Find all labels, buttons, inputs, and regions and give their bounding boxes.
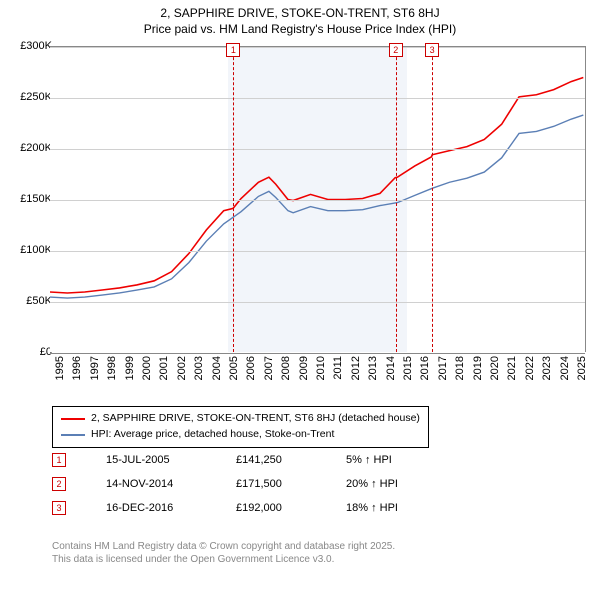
x-tick-label: 2011 (332, 356, 344, 380)
footer-line2: This data is licensed under the Open Gov… (52, 553, 395, 566)
event-delta: 5% ↑ HPI (346, 454, 466, 466)
x-tick-label: 2010 (315, 356, 327, 380)
marker-badge: 1 (226, 43, 240, 57)
event-row: 3 16-DEC-2016£192,00018% ↑ HPI (52, 496, 466, 520)
footer-attribution: Contains HM Land Registry data © Crown c… (52, 540, 395, 566)
legend: 2, SAPPHIRE DRIVE, STOKE-ON-TRENT, ST6 8… (52, 406, 429, 448)
y-tick-label: £50K (26, 295, 52, 307)
x-tick-label: 2020 (489, 356, 501, 380)
event-badge: 3 (52, 501, 66, 515)
x-tick-label: 2014 (385, 356, 397, 380)
x-tick-label: 2012 (350, 356, 362, 380)
x-tick-label: 2001 (158, 356, 170, 380)
legend-swatch-hpi (61, 434, 85, 436)
legend-label-subject: 2, SAPPHIRE DRIVE, STOKE-ON-TRENT, ST6 8… (91, 411, 420, 427)
x-tick-label: 2016 (419, 356, 431, 380)
y-tick-label: £150K (20, 193, 52, 205)
marker-badge: 2 (389, 43, 403, 57)
x-tick-label: 2023 (541, 356, 553, 380)
event-price: £171,500 (236, 478, 346, 490)
marker-line (233, 47, 234, 352)
y-tick-label: £250K (20, 91, 52, 103)
x-tick-label: 2009 (298, 356, 310, 380)
x-tick-label: 2000 (141, 356, 153, 380)
event-price: £141,250 (236, 454, 346, 466)
x-tick-label: 2004 (211, 356, 223, 380)
x-tick-label: 2003 (193, 356, 205, 380)
x-tick-label: 2024 (559, 356, 571, 380)
legend-label-hpi: HPI: Average price, detached house, Stok… (91, 427, 334, 443)
events-table: 1 15-JUL-2005£141,2505% ↑ HPI 2 14-NOV-2014… (52, 448, 466, 520)
chart-area: £0£50K£100K£150K£200K£250K£300K 123 1995… (8, 42, 592, 402)
x-tick-label: 1995 (54, 356, 66, 380)
event-row: 1 15-JUL-2005£141,2505% ↑ HPI (52, 448, 466, 472)
x-tick-label: 2002 (176, 356, 188, 380)
gridline (50, 200, 585, 201)
y-tick-label: £100K (20, 244, 52, 256)
title-address: 2, SAPPHIRE DRIVE, STOKE-ON-TRENT, ST6 8… (0, 6, 600, 22)
event-badge: 1 (52, 453, 66, 467)
marker-line (432, 47, 433, 352)
gridline (50, 353, 585, 354)
marker-line (396, 47, 397, 352)
subject-line (50, 78, 583, 293)
legend-row-hpi: HPI: Average price, detached house, Stok… (61, 427, 420, 443)
event-date: 16-DEC-2016 (106, 502, 236, 514)
marker-badge: 3 (425, 43, 439, 57)
hpi-line (50, 115, 583, 298)
y-tick-label: £300K (20, 40, 52, 52)
x-tick-label: 1996 (71, 356, 83, 380)
event-date: 15-JUL-2005 (106, 454, 236, 466)
event-delta: 20% ↑ HPI (346, 478, 466, 490)
x-tick-label: 2022 (524, 356, 536, 380)
title-block: 2, SAPPHIRE DRIVE, STOKE-ON-TRENT, ST6 8… (0, 0, 600, 37)
event-price: £192,000 (236, 502, 346, 514)
gridline (50, 149, 585, 150)
x-tick-label: 2018 (454, 356, 466, 380)
x-tick-label: 2005 (228, 356, 240, 380)
x-tick-label: 2017 (437, 356, 449, 380)
x-tick-label: 2007 (263, 356, 275, 380)
title-subtitle: Price paid vs. HM Land Registry's House … (0, 22, 600, 38)
footer-line1: Contains HM Land Registry data © Crown c… (52, 540, 395, 553)
x-tick-label: 1999 (124, 356, 136, 380)
event-date: 14-NOV-2014 (106, 478, 236, 490)
x-tick-label: 2006 (245, 356, 257, 380)
gridline (50, 47, 585, 48)
x-tick-label: 1998 (106, 356, 118, 380)
gridline (50, 98, 585, 99)
chart-container: 2, SAPPHIRE DRIVE, STOKE-ON-TRENT, ST6 8… (0, 0, 600, 590)
plot-area: 1 2 3 (50, 46, 586, 352)
event-delta: 18% ↑ HPI (346, 502, 466, 514)
event-badge: 2 (52, 477, 66, 491)
x-tick-label: 2015 (402, 356, 414, 380)
x-tick-label: 2019 (472, 356, 484, 380)
x-tick-label: 1997 (89, 356, 101, 380)
x-tick-label: 2008 (280, 356, 292, 380)
gridline (50, 302, 585, 303)
x-tick-label: 2025 (576, 356, 588, 380)
y-tick-label: £200K (20, 142, 52, 154)
legend-swatch-subject (61, 418, 85, 420)
gridline (50, 251, 585, 252)
event-row: 2 14-NOV-2014£171,50020% ↑ HPI (52, 472, 466, 496)
x-tick-label: 2021 (506, 356, 518, 380)
x-tick-label: 2013 (367, 356, 379, 380)
legend-row-subject: 2, SAPPHIRE DRIVE, STOKE-ON-TRENT, ST6 8… (61, 411, 420, 427)
